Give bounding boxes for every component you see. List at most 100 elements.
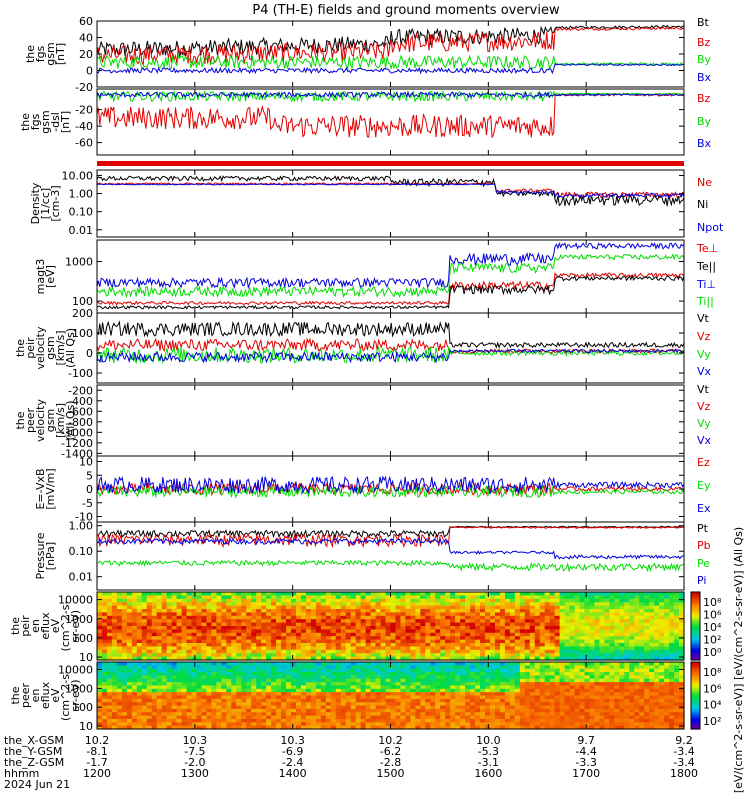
heatmap-cell: [101, 619, 108, 624]
heatmap-cell: [151, 708, 158, 713]
heatmap-cell: [509, 646, 516, 651]
heatmap-cell: [554, 629, 561, 634]
heatmap-cell: [465, 722, 471, 727]
heatmap-cell: [639, 665, 645, 670]
heatmap-cell: [430, 702, 436, 707]
heatmap-cell: [236, 718, 242, 723]
heatmap-cell: [310, 632, 317, 637]
heatmap-cell: [221, 702, 227, 707]
heatmap-cell: [246, 632, 252, 637]
heatmap-cell: [355, 692, 362, 697]
heatmap-cell: [295, 688, 302, 693]
heatmap-cell: [305, 715, 312, 720]
heatmap-cell: [375, 725, 382, 730]
heatmap-cell: [514, 653, 521, 658]
heatmap-cell: [634, 722, 640, 727]
heatmap-cell: [226, 712, 232, 717]
heatmap-cell: [131, 643, 138, 647]
heatmap-cell: [524, 646, 531, 651]
heatmap-cell: [136, 705, 143, 710]
heatmap-cell: [470, 598, 476, 603]
heatmap-cell: [300, 612, 307, 617]
heatmap-cell: [499, 685, 506, 690]
heatmap-cell: [226, 665, 232, 670]
heatmap-cell: [226, 629, 232, 634]
heatmap-cell: [146, 649, 153, 654]
heatmap-cell: [181, 602, 188, 607]
heatmap-cell: [251, 675, 257, 680]
heatmap-cell: [276, 632, 282, 637]
heatmap-cell: [335, 592, 342, 596]
heatmap-cell: [370, 688, 377, 693]
heatmap-cell: [300, 605, 307, 610]
heatmap-cell: [221, 675, 227, 680]
heatmap-cell: [380, 722, 387, 727]
heatmap-cell: [116, 705, 123, 710]
heatmap-cell: [106, 688, 113, 693]
heatmap-cell: [320, 722, 327, 727]
heatmap-cell: [614, 698, 620, 703]
heatmap-cell: [340, 646, 347, 651]
heatmap-cell: [534, 615, 541, 620]
y-label-line: [nT]: [59, 111, 72, 133]
legend-fgs_dsl-0: Bz: [697, 92, 711, 105]
heatmap-cell: [191, 702, 198, 707]
heatmap-cell: [171, 708, 178, 713]
heatmap-cell: [166, 715, 173, 720]
heatmap-cell: [619, 619, 625, 624]
heatmap-cell: [191, 598, 198, 603]
heatmap-cell: [420, 595, 426, 600]
heatmap-cell: [475, 656, 481, 661]
heatmap-cell: [639, 639, 645, 644]
heatmap-cell: [315, 718, 322, 723]
heatmap-cell: [295, 636, 302, 641]
heatmap-cell: [554, 708, 561, 713]
heatmap-cell: [639, 602, 645, 607]
heatmap-cell: [241, 668, 247, 673]
heatmap-cell: [594, 639, 601, 644]
heatmap-cell: [644, 665, 650, 670]
heatmap-cell: [485, 602, 491, 607]
heatmap-cell: [430, 715, 436, 720]
heatmap-cell: [450, 626, 456, 630]
heatmap-cell: [450, 622, 456, 627]
heatmap-cell: [410, 668, 416, 673]
heatmap-cell: [286, 715, 292, 720]
heatmap-cell: [574, 708, 581, 713]
heatmap-cell: [315, 646, 322, 651]
heatmap-cell: [246, 619, 252, 624]
heatmap-cell: [435, 622, 441, 627]
heatmap-cell: [335, 646, 342, 651]
heatmap-cell: [241, 715, 247, 720]
heatmap-cell: [639, 595, 645, 600]
heatmap-cell: [559, 636, 566, 641]
heatmap-cell: [539, 665, 546, 670]
heatmap-cell: [146, 712, 153, 717]
heatmap-cell: [509, 622, 516, 627]
heatmap-cell: [415, 639, 421, 644]
heatmap-cell: [126, 615, 133, 620]
heatmap-cell: [390, 662, 397, 666]
heatmap-cell: [176, 672, 183, 676]
heatmap-cell: [246, 636, 252, 641]
heatmap-cell: [146, 685, 153, 690]
heatmap-cell: [440, 626, 446, 630]
heatmap-cell: [256, 592, 262, 596]
heatmap-cell: [609, 688, 615, 693]
heatmap-cell: [420, 649, 426, 654]
heatmap-cell: [390, 602, 397, 607]
heatmap-cell: [246, 668, 252, 673]
heatmap-cell: [305, 722, 312, 727]
heatmap-cell: [629, 598, 635, 603]
heatmap-cell: [425, 678, 431, 683]
heatmap-cell: [121, 619, 128, 624]
heatmap-cell: [211, 632, 217, 637]
y-tick-label: 100: [72, 632, 93, 645]
heatmap-cell: [415, 672, 421, 676]
heatmap-cell: [440, 685, 446, 690]
heatmap-cell: [634, 636, 640, 641]
heatmap-cell: [480, 725, 486, 730]
heatmap-cell: [156, 722, 163, 727]
series-line-fgs_dsl-0: [96, 92, 685, 138]
heatmap-cell: [375, 656, 382, 661]
